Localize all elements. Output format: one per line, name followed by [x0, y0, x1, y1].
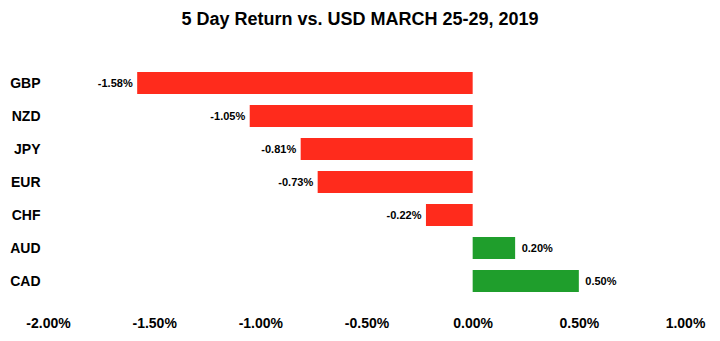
svg-text:-0.73%: -0.73%: [278, 176, 313, 188]
svg-text:CHF: CHF: [12, 207, 41, 223]
svg-text:0.50%: 0.50%: [585, 275, 616, 287]
svg-text:NZD: NZD: [12, 108, 41, 124]
svg-text:EUR: EUR: [11, 174, 41, 190]
svg-text:-1.58%: -1.58%: [98, 77, 133, 89]
svg-text:-0.50%: -0.50%: [345, 315, 390, 331]
html-text:5 Day Return vs. USD MARCH 25-: 5 Day Return vs. USD MARCH 25-29, 2019: [181, 9, 539, 29]
svg-text:-0.22%: -0.22%: [387, 209, 422, 221]
svg-text:1.00%: 1.00%: [666, 315, 706, 331]
svg-text:GBP: GBP: [10, 75, 40, 91]
svg-text:CAD: CAD: [10, 273, 40, 289]
svg-text:0.00%: 0.00%: [453, 315, 493, 331]
svg-text:0.50%: 0.50%: [559, 315, 599, 331]
svg-text:-2.00%: -2.00%: [26, 315, 71, 331]
svg-text:-1.00%: -1.00%: [239, 315, 284, 331]
svg-text:-1.50%: -1.50%: [132, 315, 177, 331]
svg-text:JPY: JPY: [14, 141, 41, 157]
svg-text:AUD: AUD: [10, 240, 40, 256]
svg-text:-0.81%: -0.81%: [261, 143, 296, 155]
svg-text:-1.05%: -1.05%: [210, 110, 245, 122]
svg-text:0.20%: 0.20%: [522, 242, 553, 254]
